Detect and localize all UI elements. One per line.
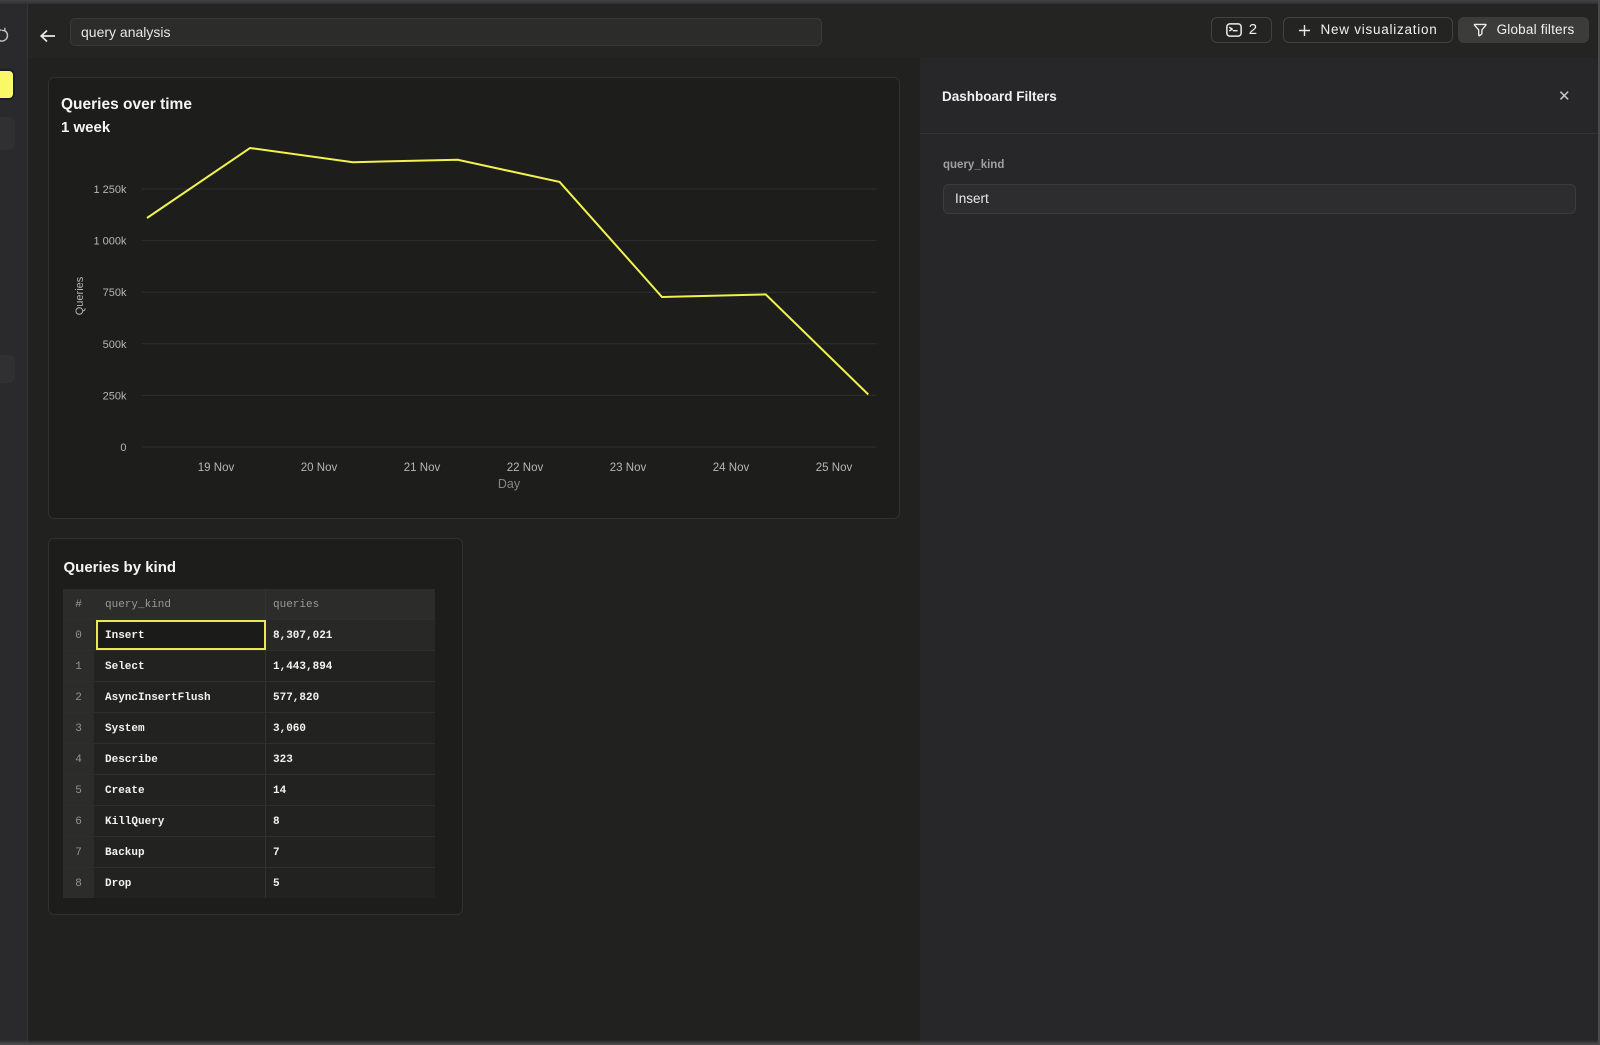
svg-text:Day: Day <box>498 477 521 491</box>
svg-text:0: 0 <box>120 442 126 454</box>
svg-text:23 Nov: 23 Nov <box>610 462 647 474</box>
svg-text:20 Nov: 20 Nov <box>301 462 338 474</box>
svg-text:1 000k: 1 000k <box>93 236 127 248</box>
svg-text:250k: 250k <box>103 390 127 402</box>
svg-text:500k: 500k <box>103 339 127 351</box>
svg-text:24 Nov: 24 Nov <box>713 462 750 474</box>
svg-text:19 Nov: 19 Nov <box>198 462 235 474</box>
svg-text:750k: 750k <box>103 287 127 299</box>
svg-text:Queries: Queries <box>74 276 86 315</box>
svg-text:1 250k: 1 250k <box>93 184 127 196</box>
svg-text:21 Nov: 21 Nov <box>404 462 441 474</box>
svg-text:25 Nov: 25 Nov <box>816 462 853 474</box>
svg-text:22 Nov: 22 Nov <box>507 462 544 474</box>
